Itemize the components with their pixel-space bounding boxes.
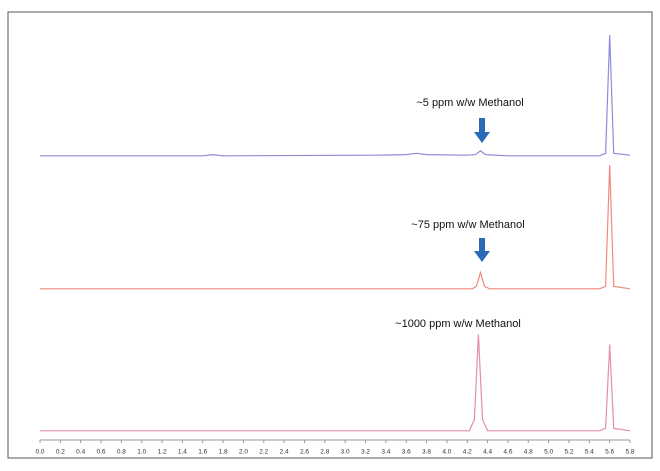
x-tick-label: 1.0 (137, 449, 146, 456)
x-tick-label: 0.8 (117, 449, 126, 456)
x-tick-label: 0.0 (35, 449, 44, 456)
x-tick-label: 4.8 (524, 449, 533, 456)
arrows (474, 118, 490, 262)
x-tick-label: 5.4 (585, 449, 594, 456)
annotation: ~75 ppm w/w Methanol (411, 219, 524, 231)
x-tick-label: 5.2 (564, 449, 573, 456)
arrow (474, 251, 490, 262)
x-tick-label: 0.4 (76, 449, 85, 456)
x-tick-label: 2.0 (239, 449, 248, 456)
x-tick-label: 3.4 (381, 449, 390, 456)
x-tick-label: 3.8 (422, 449, 431, 456)
arrow (479, 118, 485, 133)
x-tick-label: 1.4 (178, 449, 187, 456)
x-tick-label: 5.8 (625, 449, 634, 456)
trace (40, 334, 631, 432)
x-tick-label: 1.6 (198, 449, 207, 456)
x-tick-label: 3.6 (402, 449, 411, 456)
x-tick-label: 1.8 (219, 449, 228, 456)
x-tick-label: 3.0 (341, 449, 350, 456)
annotation: ~1000 ppm w/w Methanol (395, 318, 521, 330)
x-tick-label: 4.0 (442, 449, 451, 456)
arrow (474, 132, 490, 143)
x-tick-label: 5.6 (605, 449, 614, 456)
x-tick-label: 4.6 (503, 449, 512, 456)
x-tick-label: 2.2 (259, 449, 268, 456)
x-tick-label: 0.2 (56, 449, 65, 456)
trace (40, 34, 631, 157)
x-tick-label: 5.0 (544, 449, 553, 456)
x-tick-label: 1.2 (158, 449, 167, 456)
x-tick-label: 3.2 (361, 449, 370, 456)
annotation: ~5 ppm w/w Methanol (416, 97, 523, 109)
x-tick-label: 4.2 (463, 449, 472, 456)
x-tick-label: 0.6 (97, 449, 106, 456)
x-tick-label: 4.4 (483, 449, 492, 456)
frame (7, 11, 653, 459)
arrow (479, 238, 485, 252)
trace (40, 164, 631, 290)
x-tick-label: 2.8 (320, 449, 329, 456)
x-tick-label: 2.6 (300, 449, 309, 456)
x-tick-label: 2.4 (280, 449, 289, 456)
